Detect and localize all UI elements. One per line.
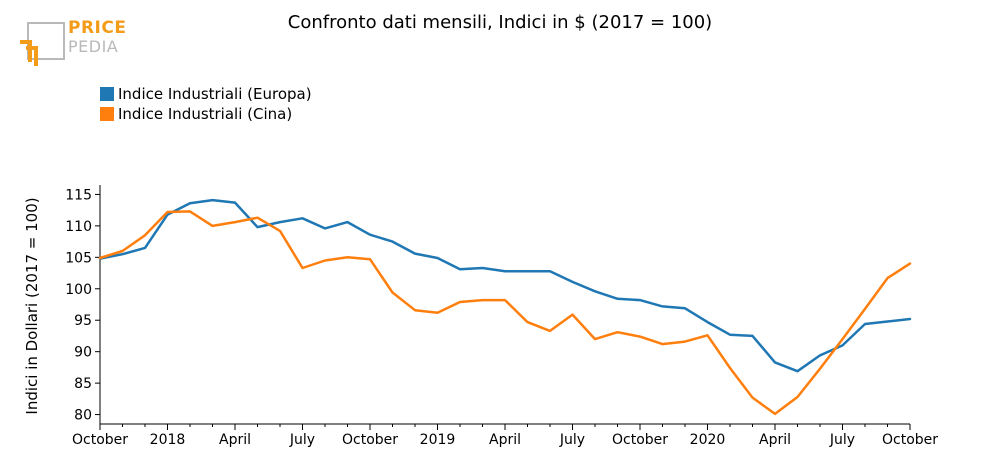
y-tick-label: 80: [74, 408, 92, 424]
legend-swatch-cina: [100, 107, 114, 121]
legend-item-cina[interactable]: Indice Industriali (Cina): [100, 104, 312, 124]
x-tick-label: October: [882, 432, 938, 448]
legend-swatch-europa: [100, 87, 114, 101]
x-tick-label: October: [612, 432, 668, 448]
logo-wordmark: PRICE PEDIA: [68, 20, 126, 55]
axes: 80 85 90 95 100 105 110 115 October 2018 April July…: [65, 185, 938, 448]
x-tick-label: July: [559, 432, 585, 448]
x-tick-label: 2020: [690, 432, 726, 448]
series-line-cina: [98, 210, 912, 416]
legend: Indice Industriali (Europa) Indice Indus…: [100, 84, 312, 124]
pricepedia-logo: [20, 22, 65, 66]
y-tick-label: 115: [65, 187, 92, 203]
x-tick-label: July: [829, 432, 855, 448]
x-tick-label: October: [342, 432, 398, 448]
x-tick-label: July: [289, 432, 315, 448]
legend-label-europa: Indice Industriali (Europa): [118, 85, 312, 103]
legend-item-europa[interactable]: Indice Industriali (Europa): [100, 84, 312, 104]
y-tick-label: 105: [65, 250, 92, 266]
y-tick-label: 110: [65, 219, 92, 235]
y-tick-label: 100: [65, 282, 92, 298]
series-line-europa: [98, 198, 912, 373]
y-tick-label: 90: [74, 345, 92, 361]
logo-word-price: PRICE: [68, 18, 127, 38]
x-tick-label: 2019: [420, 432, 456, 448]
x-tick-label: April: [759, 432, 791, 448]
y-tick-label: 95: [74, 313, 92, 329]
y-tick-label: 85: [74, 376, 92, 392]
chart-title: Confronto dati mensili, Indici in $ (201…: [287, 12, 713, 33]
x-tick-label: April: [219, 432, 251, 448]
x-tick-label: April: [489, 432, 521, 448]
logo-word-pedia: PEDIA: [68, 37, 119, 56]
x-tick-label: 2018: [150, 432, 186, 448]
series-lines: [98, 198, 912, 416]
x-tick-label: October: [72, 432, 128, 448]
legend-label-cina: Indice Industriali (Cina): [118, 105, 293, 123]
